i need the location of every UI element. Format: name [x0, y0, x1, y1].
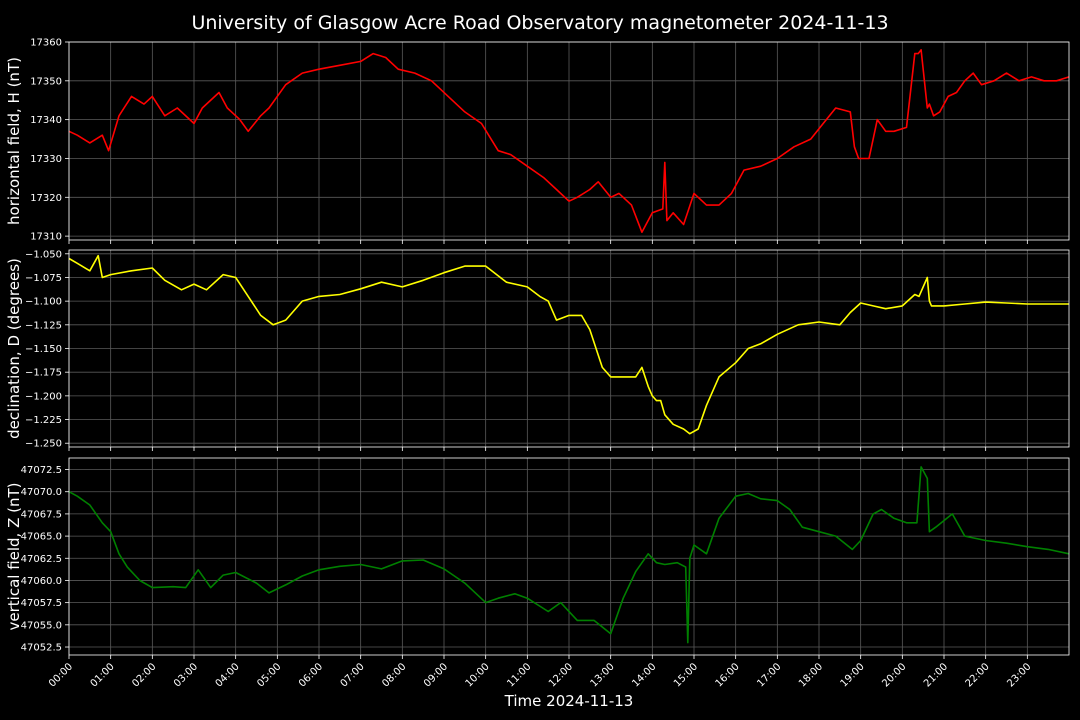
h-field-ytick-label: 17330: [30, 154, 62, 165]
h-field-y-axis-label: horizontal field, H (nT): [5, 57, 23, 225]
declination-frame: [68, 249, 1070, 448]
z-field-panel: 47052.5 47055.0 47057.5 47060.0 47062.5 47065…: [5, 457, 1070, 659]
z-field-frame: [68, 457, 1070, 656]
h-field-ytick-label: 17350: [30, 76, 62, 87]
z-field-series-line: [68, 466, 1070, 644]
declination-y-axis-label: declination, D (degrees): [5, 258, 23, 439]
h-field-frame: [68, 41, 1070, 241]
declination-panel: −1.250 −1.225 −1.200 −1.175 −1.150 −1.125 −1.1…: [5, 249, 1070, 451]
z-field-ytick-label: 47067.5: [21, 509, 62, 520]
h-field-series-line: [68, 48, 1070, 233]
z-field-y-axis-label: vertical field, Z (nT): [5, 482, 23, 630]
h-field-ytick-label: 17360: [30, 38, 62, 49]
z-field-ytick-label: 47065.0: [21, 532, 62, 543]
h-field-ytick-label: 17310: [30, 232, 62, 243]
h-field-ytick-label: 17340: [30, 115, 62, 126]
declination-ytick-label: −1.100: [25, 297, 62, 308]
chart-title: University of Glasgow Acre Road Observat…: [191, 12, 888, 34]
x-axis-label: Time 2024-11-13: [504, 692, 634, 710]
z-field-ytick-label: 47052.5: [21, 643, 62, 654]
z-field-ytick-label: 47060.0: [21, 576, 62, 587]
declination-ytick-label: −1.225: [25, 415, 62, 426]
z-field-ytick-label: 47070.0: [21, 487, 62, 498]
declination-ytick-label: −1.075: [25, 273, 62, 284]
z-field-ytick-label: 47062.5: [21, 554, 62, 565]
declination-ytick-label: −1.125: [25, 320, 62, 331]
h-field-ytick-label: 17320: [30, 193, 62, 204]
declination-ytick-label: −1.150: [25, 344, 62, 355]
declination-ytick-label: −1.250: [25, 439, 62, 450]
h-field-panel: 17310 17320 17330 17340 17350 17360 horizontal…: [5, 38, 1070, 244]
z-field-ytick-label: 47055.0: [21, 620, 62, 631]
declination-ytick-label: −1.175: [25, 368, 62, 379]
declination-ytick-label: −1.050: [25, 249, 62, 260]
declination-ytick-label: −1.200: [25, 391, 62, 402]
z-field-ytick-label: 47072.5: [21, 465, 62, 476]
declination-series-line: [68, 254, 1069, 435]
z-field-ytick-label: 47057.5: [21, 598, 62, 609]
